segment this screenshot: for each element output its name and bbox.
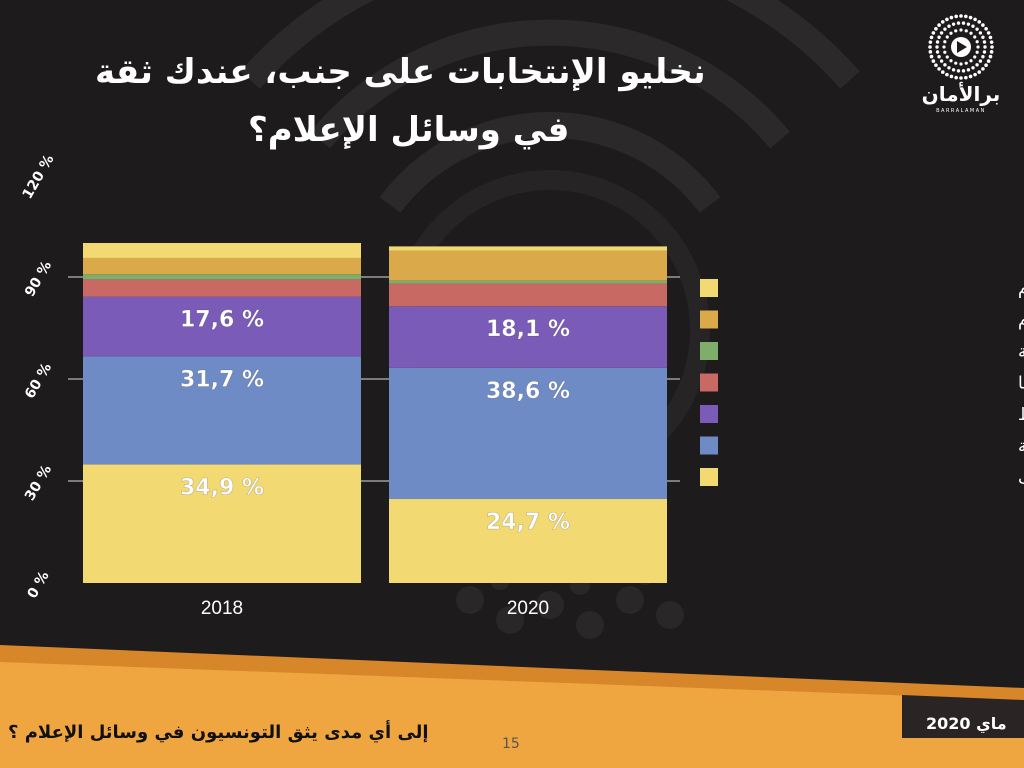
bar-segment-2018-5 [83, 274, 361, 280]
data-label-2020-3: 18,1 % [486, 317, 570, 342]
legend-swatch [700, 373, 718, 392]
legend-label: شوية [1018, 437, 1024, 457]
bar-segment-2020-5 [389, 280, 667, 284]
legend-swatch [700, 436, 718, 455]
footer-date-box [902, 695, 1024, 738]
legend-label: حسب وسيلة الإعلام [1018, 311, 1024, 331]
bar-segment-2018-4 [83, 279, 361, 297]
page-number: 15 [502, 736, 520, 752]
logo-name: برالأمان [921, 82, 1001, 106]
logo-subtitle: BARRALAMAN [936, 108, 986, 114]
y-tick-label: 90 % [22, 258, 55, 299]
data-label-2020-2: 38,6 % [486, 379, 570, 404]
legend-swatch [700, 468, 718, 486]
x-category-label: 2018 [201, 598, 243, 619]
legend-label: حتى طرف [1018, 468, 1024, 488]
legend-swatch [700, 405, 718, 423]
footer-band [0, 662, 1024, 768]
bar-segment-2020-6 [389, 250, 667, 281]
y-tick-label: 120 % [20, 152, 58, 202]
data-label-2020-1: 24,7 % [486, 510, 570, 535]
legend-label: ثقة عمية [1018, 342, 1024, 362]
data-label-2018-1: 34,9 % [180, 475, 264, 500]
y-tick-label: 30 % [22, 462, 55, 503]
y-tick-label: 60 % [22, 360, 55, 401]
play-dots-icon [928, 14, 994, 80]
footer-date: ماي 2020 [926, 714, 1007, 733]
data-label-2018-2: 31,7 % [180, 368, 264, 393]
bar-segment-2020-1 [389, 499, 667, 583]
bar-segment-2018-1 [83, 464, 361, 583]
legend-label: متوسط [1018, 405, 1024, 425]
bar-segment-2020-2 [389, 367, 667, 500]
legend-swatch [700, 279, 718, 297]
x-category-label: 2020 [507, 598, 549, 619]
footer-question: إلى أي مدى يثق التونسيون في وسائل الإعلا… [8, 722, 429, 743]
legend-swatch [700, 342, 718, 360]
chart-title-line-1: نخليو الإنتخابات على جنب، عندك ثقة [95, 52, 706, 92]
legend-swatch [700, 310, 718, 329]
bar-segment-2018-2 [83, 356, 361, 465]
legend-label: برشا [1018, 374, 1024, 394]
data-label-2018-3: 17,6 % [180, 308, 264, 333]
bar-segment-2020-7 [389, 246, 667, 251]
bar-segment-2020-4 [389, 283, 667, 307]
bar-segment-2018-6 [83, 257, 361, 275]
bar-segment-2018-7 [83, 243, 361, 258]
bar-segment-2020-3 [389, 306, 667, 368]
chart-title-line-2: في وسائل الإعلام؟ [248, 110, 570, 150]
bar-segment-2018-3 [83, 296, 361, 357]
legend-label: ما عندي حتى علاقة بوسائل الإعلام [1018, 279, 1024, 299]
stacked-bar-chart: 0 % 30 % 60 % 90 % 120 % 34,9 % 31,7 % 17,6 % 20… [20, 152, 1024, 619]
y-tick-label: 0 % [24, 569, 52, 602]
